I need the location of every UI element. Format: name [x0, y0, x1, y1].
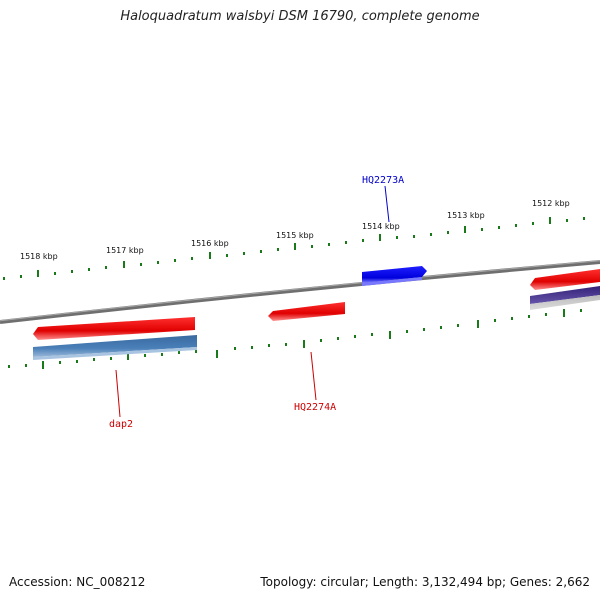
scale-label-1513: 1513 kbp — [447, 211, 485, 220]
outer-scale-ticks — [3, 217, 585, 280]
gene-right-grey[interactable] — [530, 295, 600, 310]
scale-label-1512: 1512 kbp — [532, 199, 570, 208]
leader-line-dap2 — [115, 369, 121, 418]
scale-label-1517: 1517 kbp — [106, 246, 144, 255]
scale-label-1514: 1514 kbp — [362, 222, 400, 231]
leader-line-hq2274a — [310, 351, 317, 401]
gene-right-purple[interactable] — [530, 286, 600, 304]
inner-scale-ticks — [8, 309, 582, 369]
genome-summary: Topology: circular; Length: 3,132,494 bp… — [260, 575, 590, 589]
scale-label-1515: 1515 kbp — [276, 231, 314, 240]
gene-hq2273a[interactable] — [362, 266, 427, 286]
gene-label-dap2[interactable]: dap2 — [109, 419, 133, 430]
leader-line-hq2273a — [384, 185, 390, 223]
scale-label-1518: 1518 kbp — [20, 252, 58, 261]
gene-hq2274a[interactable] — [268, 302, 345, 321]
accession-label: Accession: NC_008212 — [9, 575, 146, 589]
gene-label-hq2273a[interactable]: HQ2273A — [362, 175, 404, 186]
gene-dap2-feature[interactable] — [33, 335, 197, 360]
gene-label-hq2274a[interactable]: HQ2274A — [294, 402, 336, 413]
genome-title: Haloquadratum walsbyi DSM 16790, complet… — [120, 9, 480, 24]
genome-backbone — [0, 260, 600, 324]
gene-dap2[interactable] — [33, 317, 195, 340]
gene-right-red[interactable] — [530, 269, 600, 290]
scale-label-1516: 1516 kbp — [191, 239, 229, 248]
